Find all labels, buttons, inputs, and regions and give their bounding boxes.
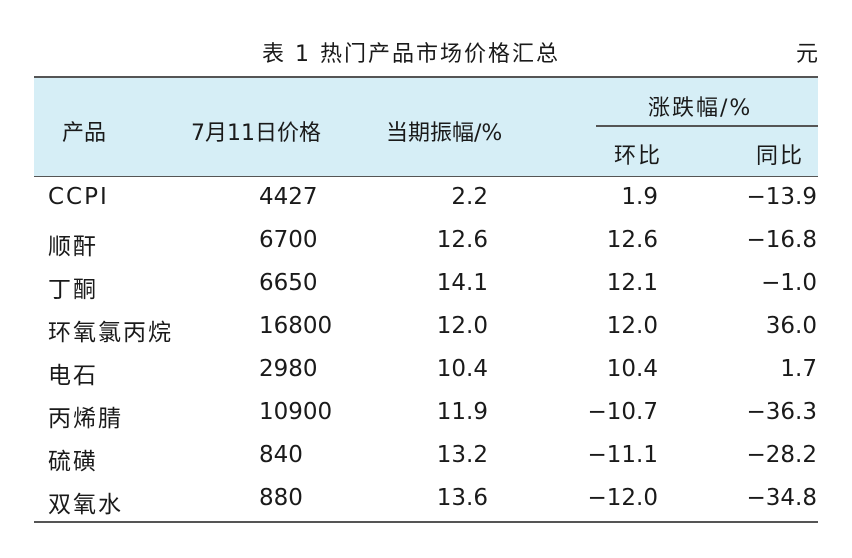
cell-amplitude: 11.9 xyxy=(436,399,488,425)
cell-mom: 12.0 xyxy=(606,313,658,339)
cell-mom: −10.7 xyxy=(587,399,658,425)
cell-mom: 12.1 xyxy=(606,270,658,296)
cell-product: 硫磺 xyxy=(48,449,98,475)
cell-product: 环氧氯丙烷 xyxy=(48,320,173,346)
cell-price: 4427 xyxy=(259,184,318,210)
cell-price: 10900 xyxy=(259,399,333,425)
cell-price: 16800 xyxy=(259,313,333,339)
table-row: 双氧水 880 13.6 −12.0 −34.8 xyxy=(34,477,818,520)
header-yoy: 同比 xyxy=(756,144,805,169)
table-row: 丙烯腈 10900 11.9 −10.7 −36.3 xyxy=(34,391,818,434)
table-row: 电石 2980 10.4 10.4 1.7 xyxy=(34,348,818,391)
top-rule xyxy=(34,76,818,78)
header-sub-rule xyxy=(596,125,818,127)
cell-yoy: −28.2 xyxy=(746,442,817,468)
cell-product: 顺酐 xyxy=(48,234,98,260)
table-row: 硫磺 840 13.2 −11.1 −28.2 xyxy=(34,434,818,477)
cell-yoy: −1.0 xyxy=(761,270,817,296)
cell-price: 6650 xyxy=(259,270,318,296)
cell-amplitude: 14.1 xyxy=(436,270,488,296)
cell-price: 2980 xyxy=(259,356,318,382)
header-mom: 环比 xyxy=(614,144,663,169)
table-title: 表 1 热门产品市场价格汇总 xyxy=(262,42,560,67)
header-amplitude: 当期振幅/% xyxy=(386,121,503,146)
cell-yoy: −36.3 xyxy=(746,399,817,425)
header-product: 产品 xyxy=(62,121,107,146)
cell-mom: −11.1 xyxy=(587,442,658,468)
header-price: 7月11日价格 xyxy=(191,121,321,146)
table-caption: 表 1 热门产品市场价格汇总 元 xyxy=(0,36,852,70)
cell-product: 电石 xyxy=(48,363,98,389)
table-row: 丁酮 6650 14.1 12.1 −1.0 xyxy=(34,262,818,305)
cell-amplitude: 13.6 xyxy=(436,485,488,511)
header-change: 涨跌幅/% xyxy=(648,96,753,121)
cell-product: 丙烯腈 xyxy=(48,406,123,432)
table-row: 顺酐 6700 12.6 12.6 −16.8 xyxy=(34,219,818,262)
cell-yoy: −34.8 xyxy=(746,485,817,511)
cell-yoy: −16.8 xyxy=(746,227,817,253)
cell-price: 840 xyxy=(259,442,303,468)
cell-product: CCPI xyxy=(48,184,109,210)
table-unit: 元 xyxy=(795,42,818,67)
cell-product: 双氧水 xyxy=(48,492,123,518)
bottom-rule xyxy=(34,521,818,523)
cell-amplitude: 2.2 xyxy=(451,184,488,210)
cell-yoy: 1.7 xyxy=(780,356,817,382)
header-rule xyxy=(34,176,818,177)
cell-yoy: −13.9 xyxy=(746,184,817,210)
cell-mom: 10.4 xyxy=(606,356,658,382)
cell-amplitude: 12.6 xyxy=(436,227,488,253)
cell-amplitude: 13.2 xyxy=(436,442,488,468)
cell-mom: 12.6 xyxy=(606,227,658,253)
cell-product: 丁酮 xyxy=(48,277,98,303)
cell-mom: −12.0 xyxy=(587,485,658,511)
cell-yoy: 36.0 xyxy=(765,313,817,339)
table-row: 环氧氯丙烷 16800 12.0 12.0 36.0 xyxy=(34,305,818,348)
cell-amplitude: 10.4 xyxy=(436,356,488,382)
cell-mom: 1.9 xyxy=(621,184,658,210)
cell-price: 880 xyxy=(259,485,303,511)
cell-price: 6700 xyxy=(259,227,318,253)
table-row: CCPI 4427 2.2 1.9 −13.9 xyxy=(34,176,818,219)
cell-amplitude: 12.0 xyxy=(436,313,488,339)
table-header: 产品 7月11日价格 当期振幅/% 涨跌幅/% 环比 同比 xyxy=(34,78,818,176)
